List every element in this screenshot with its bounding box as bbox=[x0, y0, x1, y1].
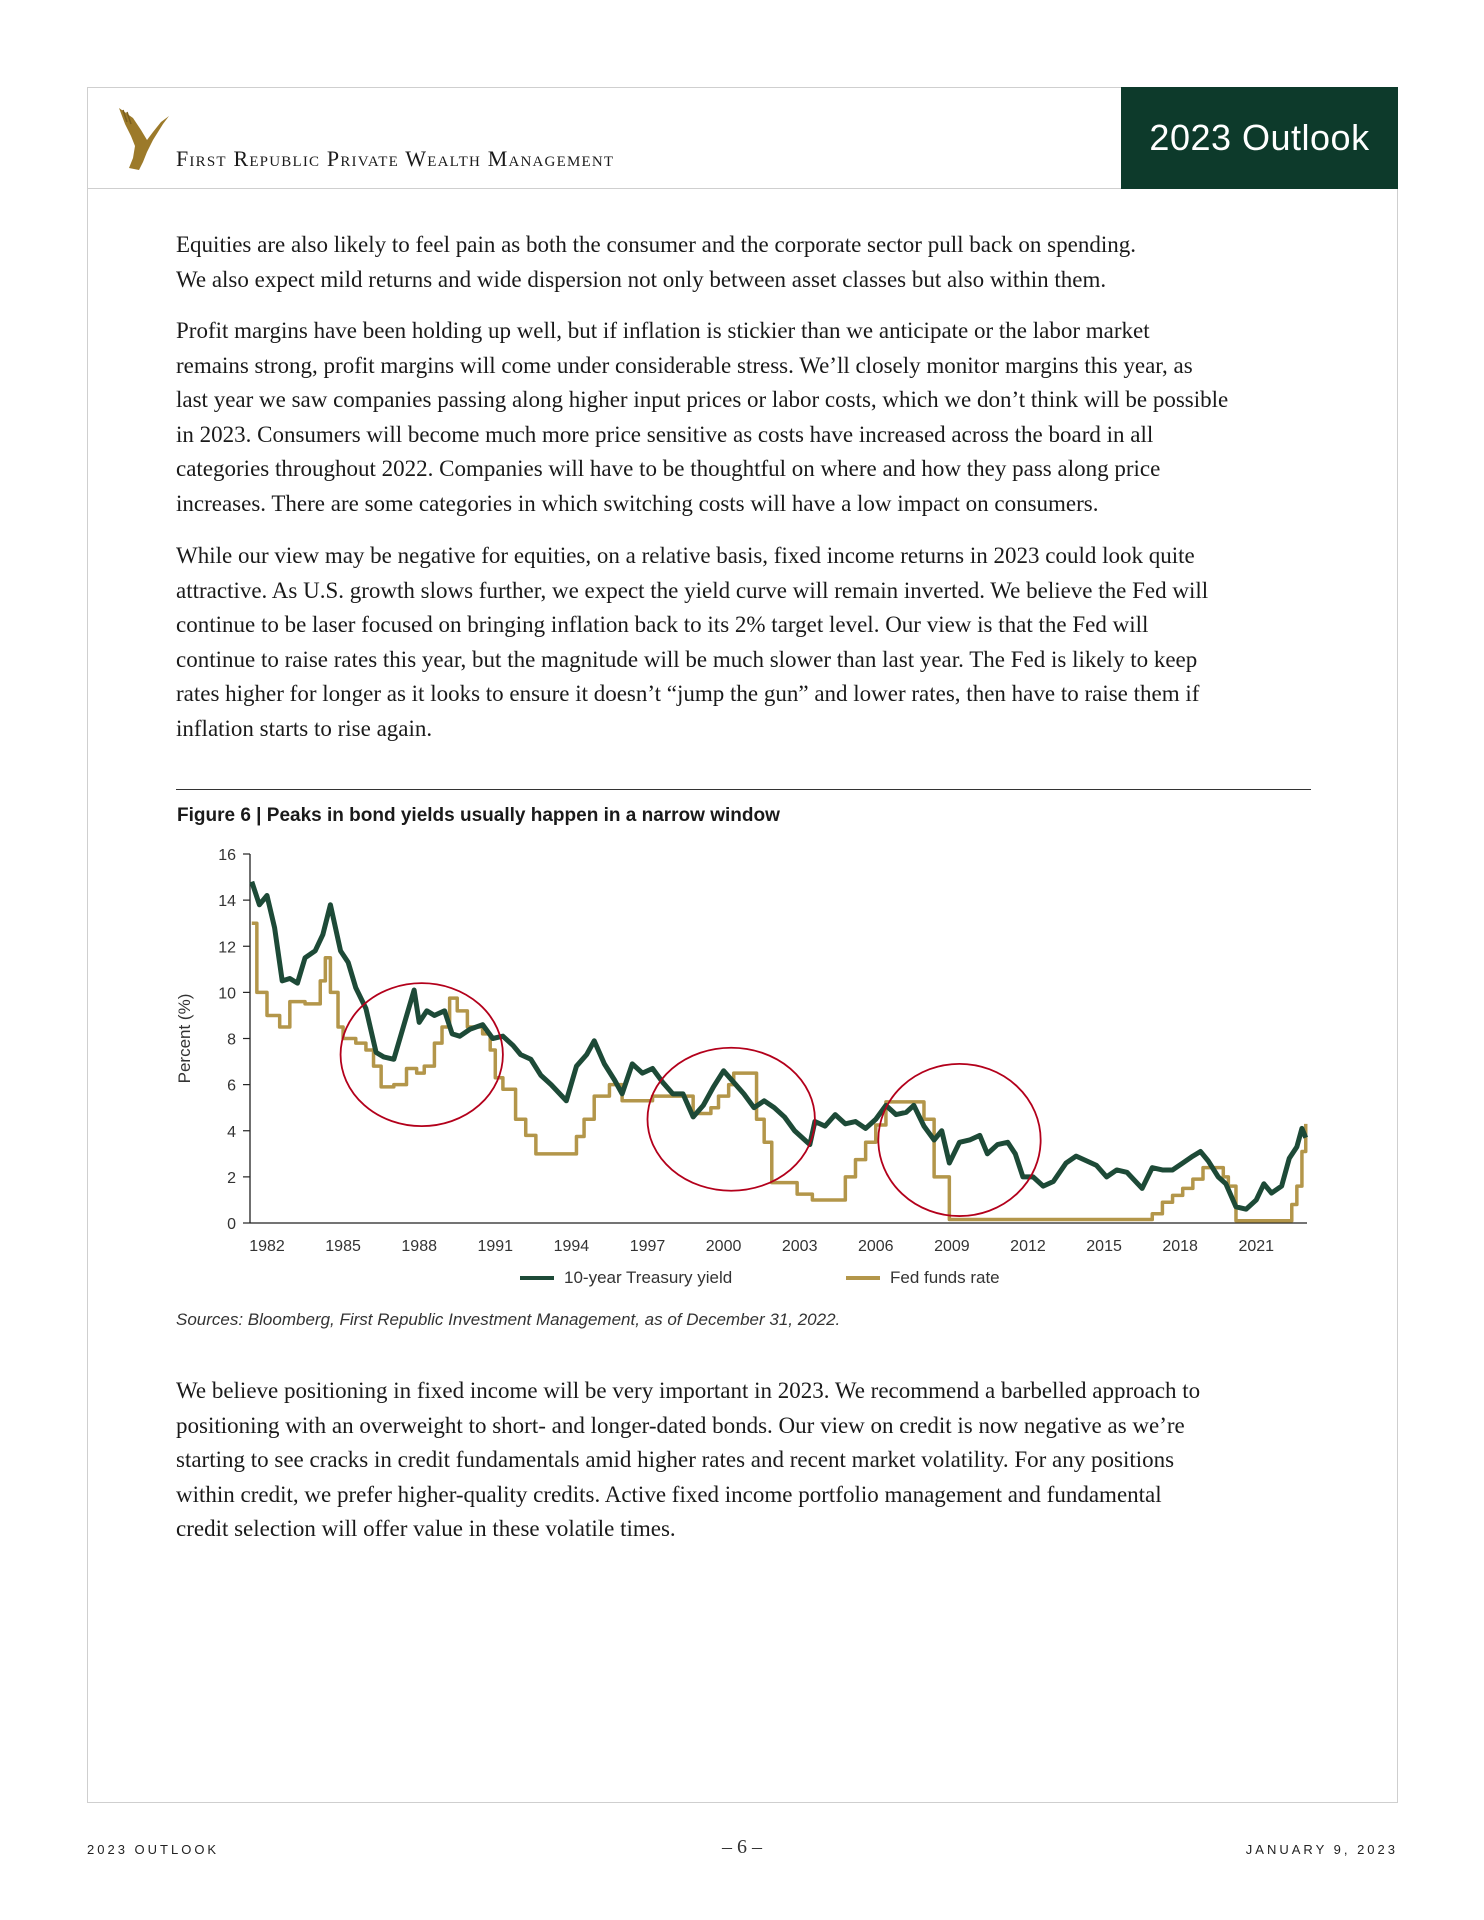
x-tick-label: 2015 bbox=[1086, 1238, 1122, 1255]
legend-swatch bbox=[846, 1276, 880, 1280]
paragraph-4: We believe positioning in fixed income w… bbox=[176, 1374, 1326, 1547]
x-tick-label: 1994 bbox=[554, 1238, 590, 1255]
text-line: remains strong, profit margins will come… bbox=[176, 352, 1193, 378]
x-tick-label: 2000 bbox=[706, 1238, 742, 1255]
figure-rule bbox=[176, 789, 1311, 790]
text-line: continue to raise rates this year, but t… bbox=[176, 646, 1198, 672]
text-line: continue to be laser focused on bringing… bbox=[176, 612, 1149, 637]
x-tick-label: 2009 bbox=[934, 1238, 970, 1255]
y-tick-label: 10 bbox=[218, 985, 236, 1002]
y-tick-label: 16 bbox=[218, 847, 236, 864]
outlook-badge: 2023 Outlook bbox=[1121, 87, 1398, 189]
y-tick-label: 2 bbox=[227, 1170, 236, 1187]
peak-circle-annotation bbox=[339, 982, 504, 1128]
footer-date: JANUARY 9, 2023 bbox=[1245, 1842, 1398, 1857]
y-tick-label: 0 bbox=[227, 1216, 236, 1233]
figure-sources: Sources: Bloomberg, First Republic Inves… bbox=[176, 1310, 841, 1329]
series-line-treasury bbox=[249, 880, 1309, 1212]
text-line: positioning with an overweight to short-… bbox=[176, 1412, 1185, 1438]
text-line: Equities are also likely to feel pain as… bbox=[176, 232, 1136, 257]
text-line: inflation starts to rise again. bbox=[176, 715, 433, 741]
text-line: Profit margins have been holding up well… bbox=[176, 318, 1150, 343]
y-tick-label: 12 bbox=[218, 939, 236, 956]
legend-label: Fed funds rate bbox=[890, 1268, 1000, 1287]
figure-title: Figure 6 | Peaks in bond yields usually … bbox=[177, 805, 780, 826]
x-tick-label: 2006 bbox=[858, 1238, 894, 1255]
header-divider bbox=[87, 188, 1121, 189]
x-tick-label: 2018 bbox=[1162, 1238, 1198, 1255]
x-tick-label: 1997 bbox=[630, 1238, 666, 1255]
y-tick-label: 8 bbox=[227, 1032, 236, 1049]
text-line: While our view may be negative for equit… bbox=[176, 543, 1195, 568]
page-frame bbox=[87, 87, 1398, 1803]
text-line: within credit, we prefer higher-quality … bbox=[176, 1481, 1162, 1507]
legend-swatch bbox=[520, 1276, 554, 1280]
x-tick-label: 1985 bbox=[325, 1238, 361, 1255]
x-tick-label: 2003 bbox=[782, 1238, 818, 1255]
text-line: in 2023. Consumers will become much more… bbox=[176, 421, 1154, 447]
peak-circle-annotation bbox=[877, 1062, 1042, 1217]
legend-item-treasury: 10-year Treasury yield bbox=[520, 1268, 732, 1288]
y-tick-label: 4 bbox=[227, 1124, 236, 1141]
text-line: We believe positioning in fixed income w… bbox=[176, 1378, 1201, 1403]
x-tick-label: 1991 bbox=[477, 1238, 513, 1255]
y-axis-label: Percent (%) bbox=[175, 994, 194, 1084]
paragraph-1: Equities are also likely to feel pain as… bbox=[176, 228, 1326, 297]
text-line: credit selection will offer value in the… bbox=[176, 1516, 676, 1541]
x-tick-label: 2021 bbox=[1238, 1238, 1274, 1255]
legend-label: 10-year Treasury yield bbox=[564, 1268, 733, 1287]
x-tick-label: 2012 bbox=[1010, 1238, 1046, 1255]
page-number: – 6 – bbox=[722, 1836, 762, 1858]
y-tick-label: 14 bbox=[218, 893, 236, 910]
eagle-logo-icon bbox=[119, 108, 169, 170]
x-tick-label: 1982 bbox=[249, 1238, 285, 1255]
text-line: We also expect mild returns and wide dis… bbox=[176, 266, 1107, 292]
paragraph-3: While our view may be negative for equit… bbox=[176, 539, 1326, 746]
x-tick-label: 1988 bbox=[401, 1238, 437, 1255]
text-line: attractive. As U.S. growth slows further… bbox=[176, 577, 1209, 603]
peak-circle-annotation bbox=[646, 1046, 816, 1192]
text-line: last year we saw companies passing along… bbox=[176, 387, 1229, 412]
y-tick-label: 6 bbox=[227, 1078, 236, 1095]
yield-chart: 0 2 4 6 8 10 12 14 16 1982 1985 1988 1991 1994 1997 200… bbox=[175, 847, 1309, 1255]
text-line: categories throughout 2022. Companies wi… bbox=[176, 456, 1161, 481]
text-line: rates higher for longer as it looks to e… bbox=[176, 681, 1200, 706]
footer-left: 2023 OUTLOOK bbox=[87, 1842, 220, 1857]
brand-name: First Republic Private Wealth Management bbox=[176, 146, 615, 171]
paragraph-2: Profit margins have been holding up well… bbox=[176, 314, 1326, 521]
text-line: starting to see cracks in credit fundame… bbox=[176, 1447, 1175, 1472]
legend-item-fed-funds: Fed funds rate bbox=[846, 1268, 1000, 1288]
text-line: increases. There are some categories in … bbox=[176, 490, 1099, 516]
